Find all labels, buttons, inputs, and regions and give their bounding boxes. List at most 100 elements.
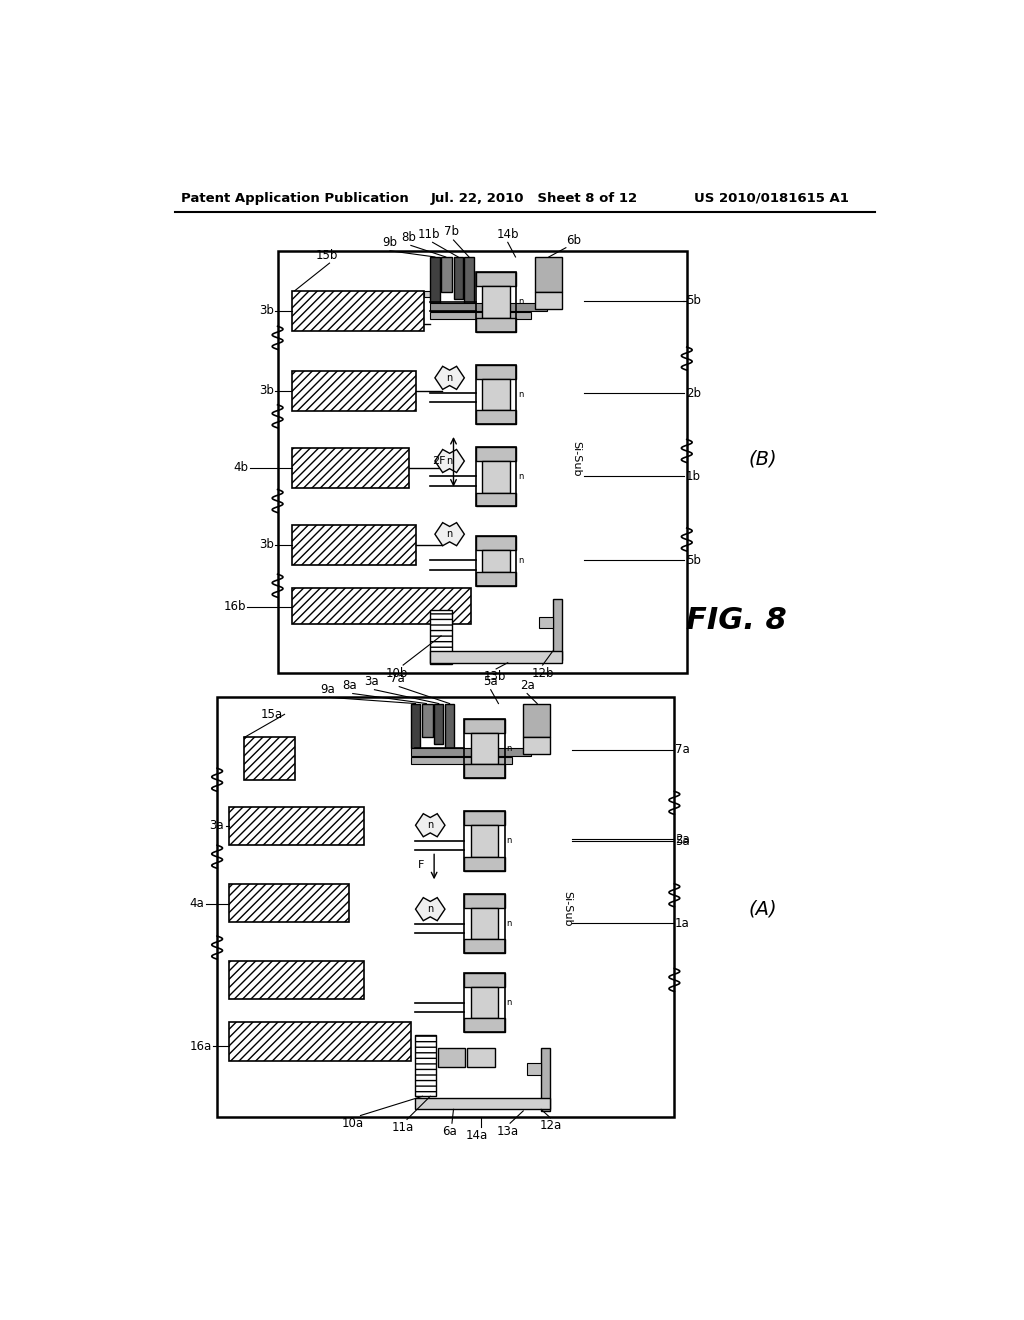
Text: 1a: 1a [675, 916, 690, 929]
Bar [464, 719, 505, 733]
Bar [424, 290, 430, 297]
Text: 8a: 8a [342, 678, 357, 692]
Bar [476, 492, 516, 507]
Text: 5a: 5a [483, 675, 498, 688]
Bar [527, 1063, 541, 1074]
Bar [228, 884, 349, 923]
Bar [454, 257, 463, 300]
Bar [471, 733, 499, 764]
Bar [292, 589, 471, 624]
Text: (A): (A) [748, 900, 776, 919]
Bar [422, 704, 432, 737]
Text: n: n [506, 743, 512, 752]
Bar [245, 738, 295, 780]
Bar [464, 857, 505, 871]
Text: 2a: 2a [675, 833, 690, 846]
Bar [476, 447, 516, 461]
Bar [476, 536, 516, 549]
Text: 16b: 16b [223, 601, 246, 612]
Bar [464, 1019, 505, 1032]
Text: 8b: 8b [401, 231, 416, 244]
Bar [476, 364, 516, 424]
Text: 9a: 9a [321, 682, 335, 696]
Bar [539, 616, 553, 628]
Bar [464, 812, 505, 825]
Bar [278, 251, 687, 673]
Bar [523, 704, 550, 737]
Polygon shape [416, 813, 445, 837]
Text: 14a: 14a [466, 1129, 487, 1142]
Text: n: n [518, 473, 523, 480]
Text: (B): (B) [748, 449, 776, 469]
Bar [430, 257, 439, 304]
Bar [482, 379, 510, 411]
Bar [476, 536, 516, 586]
Polygon shape [416, 898, 445, 921]
Bar [476, 364, 516, 379]
Text: 5a: 5a [675, 834, 690, 847]
Text: 2F: 2F [432, 455, 445, 466]
Text: 4a: 4a [189, 898, 204, 911]
Bar [541, 1048, 550, 1111]
Bar [476, 272, 516, 286]
Bar [445, 704, 455, 750]
Bar [476, 318, 516, 331]
Text: n: n [506, 836, 512, 845]
Text: 13a: 13a [497, 1125, 519, 1138]
Bar [535, 257, 562, 292]
Text: 2a: 2a [520, 678, 535, 692]
Bar [464, 812, 505, 871]
Bar [430, 651, 562, 663]
Text: 3b: 3b [259, 384, 273, 397]
Text: 14b: 14b [497, 228, 519, 240]
Text: 15b: 15b [316, 248, 338, 261]
Text: 4b: 4b [233, 462, 248, 474]
Bar [464, 973, 505, 1032]
Bar [415, 1035, 436, 1096]
Polygon shape [435, 523, 464, 545]
Text: FIG. 8: FIG. 8 [686, 606, 786, 635]
Text: 13b: 13b [483, 671, 506, 684]
Text: 9b: 9b [382, 236, 397, 249]
Bar [471, 908, 499, 940]
Text: Jul. 22, 2010   Sheet 8 of 12: Jul. 22, 2010 Sheet 8 of 12 [430, 191, 637, 205]
Bar [553, 599, 562, 660]
Text: n: n [446, 455, 453, 466]
Bar [228, 961, 365, 999]
Text: 5b: 5b [686, 554, 700, 566]
Text: 1b: 1b [686, 470, 701, 483]
Bar [434, 704, 443, 743]
Bar [476, 272, 516, 331]
Bar [292, 525, 417, 565]
Text: 3a: 3a [210, 820, 224, 833]
Bar [464, 257, 474, 305]
Bar [411, 704, 420, 748]
Polygon shape [435, 449, 464, 473]
Bar [476, 447, 516, 507]
Text: 11b: 11b [418, 228, 440, 240]
Bar [430, 313, 531, 318]
Bar [228, 1022, 411, 1061]
Text: 11a: 11a [392, 1121, 415, 1134]
Bar [217, 697, 675, 1117]
Text: 6b: 6b [566, 234, 581, 247]
Bar [523, 737, 550, 754]
Bar [464, 894, 505, 953]
Text: Patent Application Publication: Patent Application Publication [180, 191, 409, 205]
Text: n: n [518, 556, 523, 565]
Bar [438, 1048, 465, 1067]
Text: 10b: 10b [386, 667, 409, 680]
Text: n: n [518, 389, 523, 399]
Bar [411, 758, 512, 763]
Bar [430, 304, 547, 312]
Text: 10a: 10a [342, 1117, 364, 1130]
Bar [471, 987, 499, 1019]
Bar [464, 719, 505, 779]
Bar [430, 610, 452, 664]
Text: 12b: 12b [531, 667, 554, 680]
Bar [464, 894, 505, 908]
Bar [471, 825, 499, 857]
Text: n: n [518, 297, 523, 306]
Text: 5b: 5b [686, 294, 700, 308]
Bar [464, 940, 505, 953]
